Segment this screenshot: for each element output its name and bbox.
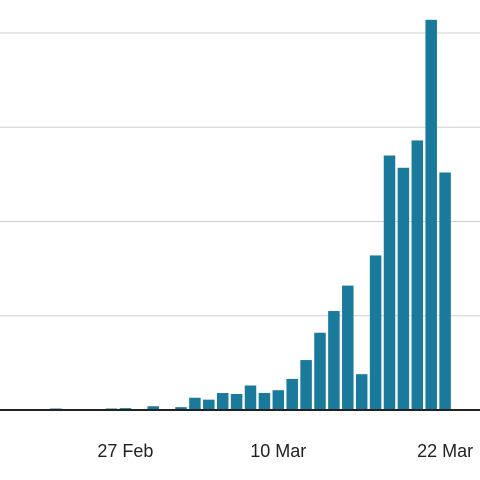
bar-14 <box>216 393 229 410</box>
bar-26 <box>383 155 396 410</box>
bars <box>50 19 451 411</box>
bar-27 <box>397 167 410 410</box>
bar-29 <box>425 19 437 411</box>
bar-22 <box>328 311 340 410</box>
bar-24 <box>355 374 368 410</box>
bar-12 <box>189 397 201 410</box>
bar-18 <box>272 390 285 410</box>
bar-16 <box>244 385 257 410</box>
x-tick-label-1: 27 Feb <box>97 441 153 461</box>
bar-19 <box>286 378 298 410</box>
bar-9 <box>147 406 159 410</box>
bar-20 <box>300 360 312 410</box>
bar-23 <box>342 285 354 410</box>
bar-21 <box>314 332 326 410</box>
x-tick-labels: 27 Feb 10 Mar 22 Mar <box>97 441 473 461</box>
x-tick-label-2: 10 Mar <box>250 441 306 461</box>
bar-25 <box>369 255 382 410</box>
bar-13 <box>203 399 215 410</box>
bar-30 <box>439 172 451 410</box>
bar-28 <box>411 140 424 410</box>
x-tick-label-3: 22 Mar <box>417 441 473 461</box>
bar-17 <box>258 393 271 410</box>
bar-15 <box>230 393 243 410</box>
bar-11 <box>175 407 187 410</box>
